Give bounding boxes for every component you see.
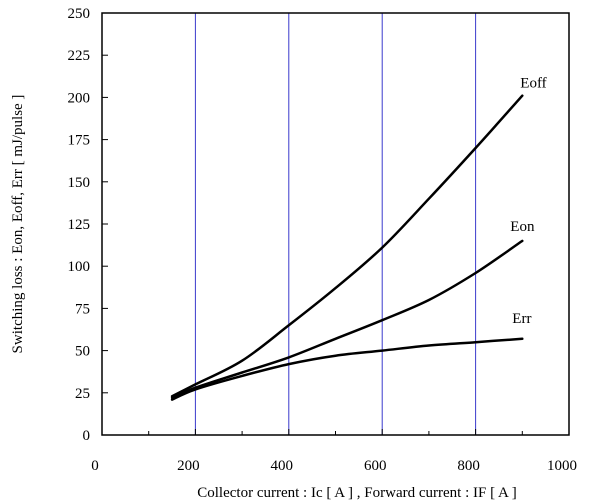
- series-label-err: Err: [512, 311, 531, 327]
- series-labels: Eoff Eon Err: [510, 76, 546, 327]
- x-tick-label: 400: [271, 458, 294, 474]
- series-line-err: [170, 337, 524, 401]
- x-tick-label: 800: [457, 458, 480, 474]
- series-lines: [170, 94, 524, 401]
- grid-lines: [194, 13, 477, 435]
- y-tick-label: 25: [75, 386, 90, 402]
- y-tick-label: 0: [83, 428, 91, 444]
- series-line-eon: [170, 239, 524, 400]
- axis-ticks: 0 25 50 75 100 125 150 175 200 225 250 0 200 400 600 80…: [68, 6, 578, 474]
- x-tick-label: 0: [91, 458, 99, 474]
- x-tick-label: 200: [177, 458, 200, 474]
- y-tick-label: 150: [68, 175, 91, 191]
- y-tick-label: 100: [68, 259, 91, 275]
- x-tick-label: 600: [364, 458, 387, 474]
- y-tick-label: 225: [68, 48, 91, 64]
- y-tick-label: 175: [68, 133, 91, 149]
- y-tick-label: 250: [68, 6, 91, 22]
- y-tick-label: 200: [68, 90, 91, 106]
- y-tick-label: 50: [75, 344, 90, 360]
- series-line-eoff: [170, 94, 524, 398]
- series-label-eoff: Eoff: [520, 76, 546, 92]
- plot-frame: [101, 12, 570, 436]
- x-tick-label: 1000: [547, 458, 577, 474]
- y-axis-title: Switching loss : Eon, Eoff, Err [ mJ/pul…: [10, 95, 26, 354]
- y-tick-label: 75: [75, 301, 90, 317]
- x-axis-title: Collector current : Ic [ A ] , Forward c…: [197, 485, 517, 501]
- y-tick-label: 125: [68, 217, 91, 233]
- series-label-eon: Eon: [510, 219, 535, 235]
